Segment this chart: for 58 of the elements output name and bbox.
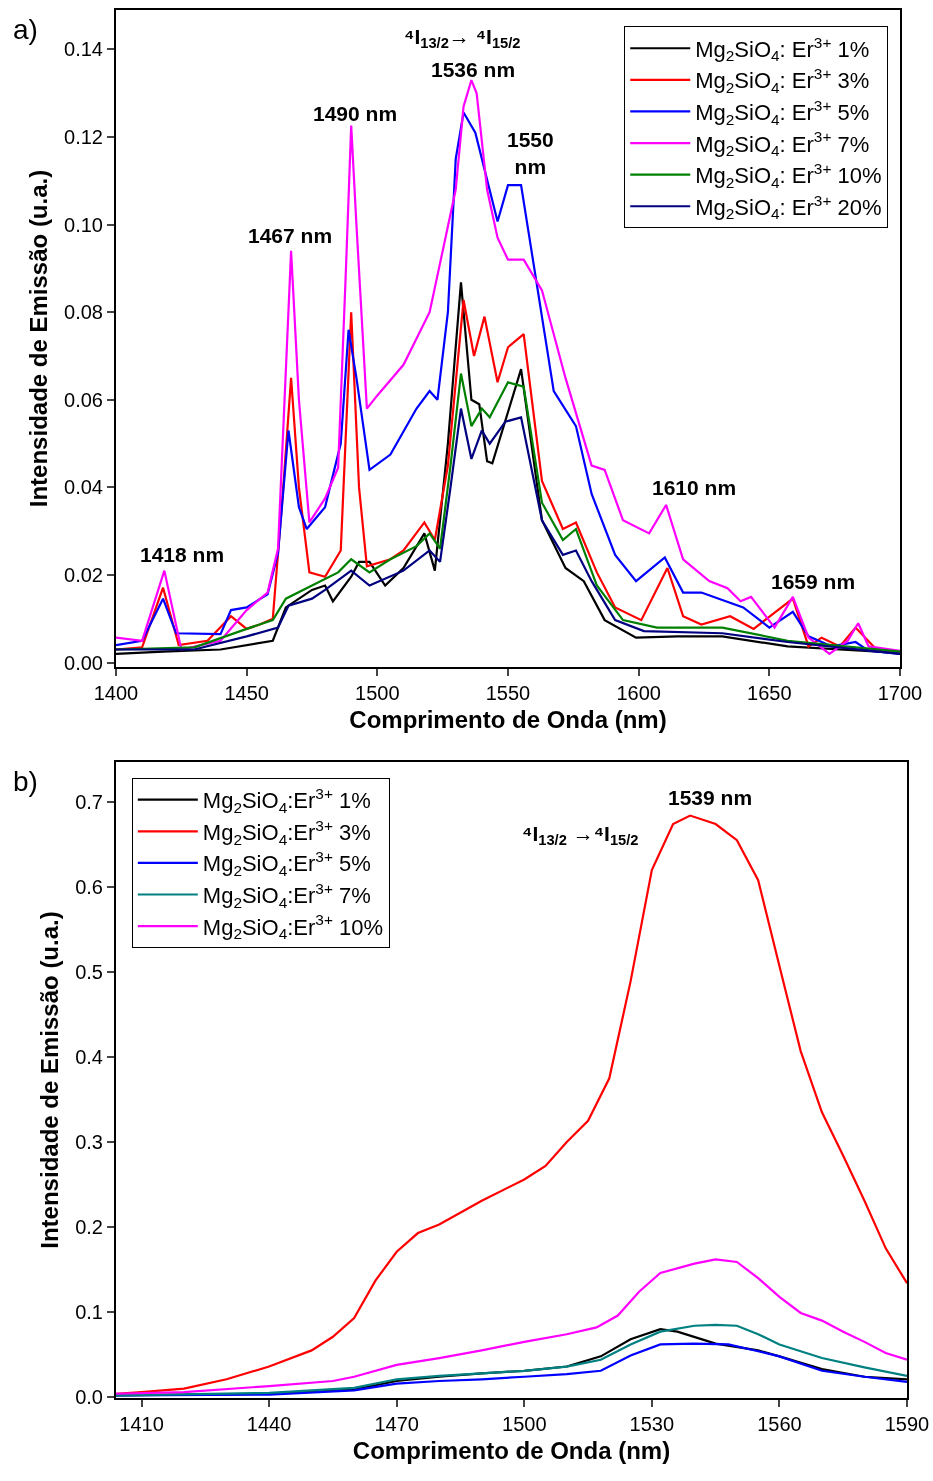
y-tick-label: 0.7 [75, 790, 103, 813]
x-tick-label: 1700 [877, 682, 923, 704]
text: a) [13, 14, 38, 45]
y-tick-label: 0.02 [64, 564, 103, 587]
y-tick-label: 0.04 [64, 476, 103, 499]
legend-label: Mg$_{2}$SiO$_{4}$:Er$^{3+}$ 3% [202, 816, 371, 848]
x-tick-label: 1400 [93, 682, 139, 704]
y-tick-label: 0.14 [64, 38, 103, 61]
legend-label: Mg$_{2}$SiO$_{4}$: Er$^{3+}$ 10% [695, 159, 882, 191]
legend-label: Mg$_{2}$SiO$_{4}$:Er$^{3+}$ 1% [202, 785, 371, 816]
x-tick-label: 1500 [355, 682, 400, 704]
y-tick-label: 0.4 [75, 1046, 103, 1069]
annotation: 1467 nm [248, 224, 333, 247]
y-tick-label: 0.1 [75, 1301, 103, 1324]
x-tick-label: 1590 [884, 1413, 930, 1435]
x-tick-label: 1450 [224, 682, 269, 704]
y-tick-label: 0.10 [64, 213, 103, 236]
x-tick-label: 1560 [757, 1413, 802, 1435]
y-tick-label: 0.5 [75, 961, 103, 984]
annotation: ⁴I$_{13/2}$→ ⁴I$_{15/2}$ [404, 25, 521, 52]
x-tick-label: 1410 [119, 1413, 164, 1435]
legend-label: Mg$_{2}$SiO$_{4}$: Er$^{3+}$ 1% [695, 33, 870, 65]
legend-label: Mg$_{2}$SiO$_{4}$: Er$^{3+}$ 5% [695, 96, 870, 128]
annotation: 1536 nm [431, 58, 516, 81]
legend-label: Mg$_{2}$SiO$_{4}$:Er$^{3+}$ 7% [202, 879, 371, 911]
y-tick-label: 0.6 [75, 875, 103, 898]
x-tick-label: 1440 [246, 1413, 292, 1435]
legend-label: Mg$_{2}$SiO$_{4}$: Er$^{3+}$ 20% [695, 191, 882, 223]
x-tick-label: 1470 [374, 1413, 419, 1435]
y-tick-label: 0.08 [64, 301, 103, 324]
text: b) [13, 766, 38, 797]
x-tick-label: 1500 [502, 1413, 547, 1435]
annotation: 1550 nm [507, 128, 554, 179]
x-tick-label: 1650 [747, 682, 792, 704]
annotation: ⁴I$_{13/2}$ →⁴I$_{15/2}$ [522, 822, 639, 849]
legend-label: Mg$_{2}$SiO$_{4}$:Er$^{3+}$ 10% [202, 911, 384, 943]
y-tick-label: 0.06 [64, 388, 103, 411]
legend-label: Mg$_{2}$SiO$_{4}$:Er$^{3+}$ 5% [202, 848, 371, 880]
y-tick-label: 0.0 [75, 1386, 103, 1409]
y-tick-label: 0.2 [75, 1216, 103, 1239]
legend-label: Mg$_{2}$SiO$_{4}$: Er$^{3+}$ 7% [695, 128, 870, 160]
x-axis-title: Comprimento de Onda (nm) [349, 705, 667, 733]
x-tick-label: 1600 [616, 682, 661, 704]
annotation: 1659 nm [771, 570, 856, 593]
x-tick-label: 1530 [629, 1413, 675, 1435]
y-axis-title: Intensidade de Emissão (u.a.) [24, 169, 52, 508]
legend-label: Mg$_{2}$SiO$_{4}$: Er$^{3+}$ 3% [695, 65, 870, 97]
x-axis-title: Comprimento de Onda (nm) [352, 1436, 671, 1464]
x-tick-label: 1550 [485, 682, 531, 704]
y-tick-label: 0.00 [64, 651, 103, 674]
annotation: 1610 nm [652, 476, 737, 499]
line-series [116, 1342, 907, 1397]
annotation: 1539 nm [668, 786, 753, 809]
annotation: 1418 nm [140, 543, 225, 566]
y-tick-label: 0.3 [75, 1131, 103, 1154]
annotation: 1490 nm [313, 102, 398, 125]
y-axis-title: Intensidade de Emissão (u.a.) [35, 911, 63, 1249]
y-tick-label: 0.12 [64, 126, 103, 149]
